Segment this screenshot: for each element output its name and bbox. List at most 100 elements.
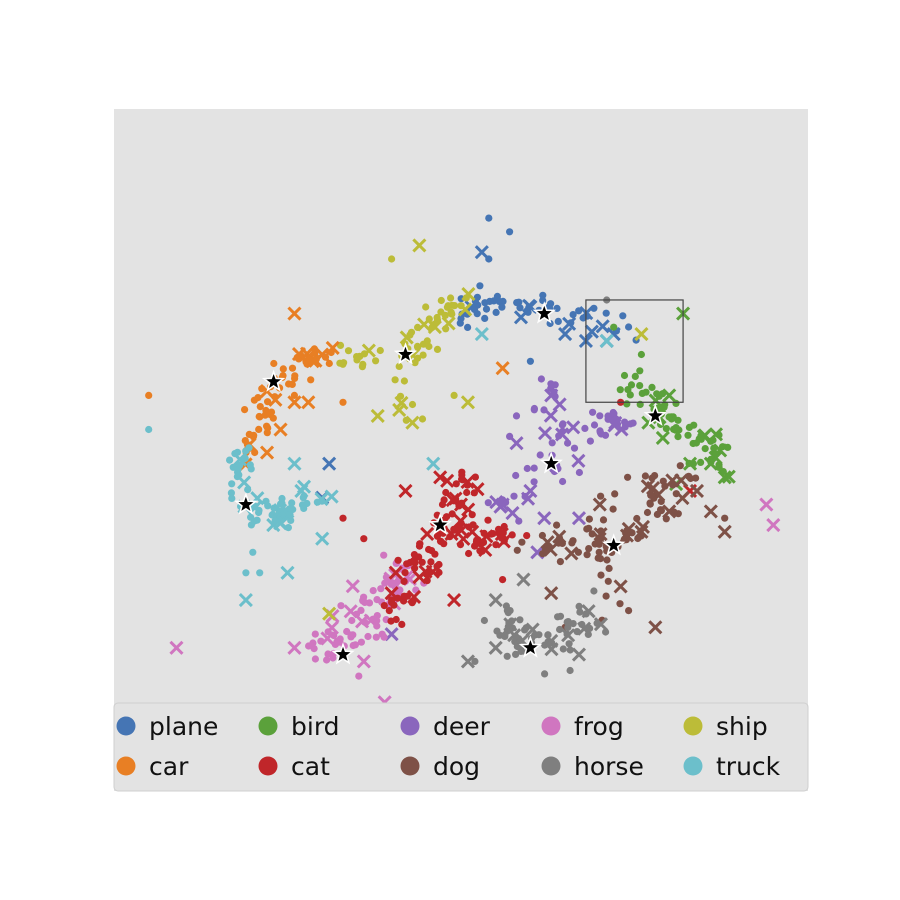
- ship-point: [358, 363, 366, 371]
- deer-point: [609, 408, 617, 417]
- bird-cross-point: [655, 430, 670, 445]
- car-point: [145, 391, 153, 399]
- bird-point: [636, 367, 644, 375]
- horse-cross-point: [488, 640, 503, 655]
- ship-cross-point: [460, 395, 476, 410]
- cat-centroid-star: [428, 512, 452, 535]
- car-legend-marker: [116, 756, 136, 776]
- ship-point: [376, 346, 384, 355]
- ship-cross-point: [412, 238, 427, 253]
- cat-point: [385, 607, 393, 615]
- deer-point: [536, 451, 544, 459]
- car-point: [310, 345, 318, 353]
- deer-point: [564, 439, 572, 447]
- truck-cross-point: [238, 592, 253, 608]
- bird-cross-point: [696, 429, 711, 444]
- frog-cross-point: [759, 497, 774, 512]
- dog-point: [648, 474, 656, 482]
- cat-point: [380, 602, 388, 610]
- cat-point: [435, 568, 443, 577]
- plane-point: [539, 291, 547, 299]
- horse-cross-point: [593, 617, 609, 632]
- cat-point: [487, 530, 495, 538]
- dog-point: [599, 516, 608, 524]
- cat-cross-point: [433, 470, 448, 485]
- legend-frame: [113, 702, 809, 792]
- plane-point: [495, 297, 503, 305]
- horse-point: [563, 630, 571, 638]
- cluster-centroids: [234, 301, 667, 665]
- cat-cross-point: [412, 569, 427, 585]
- dog-point: [625, 607, 633, 615]
- frog-legend-marker: [541, 716, 561, 736]
- horse-point: [511, 650, 520, 659]
- frog-point: [310, 645, 318, 653]
- plane-cross-point: [595, 319, 610, 334]
- cat-point: [470, 489, 478, 497]
- ship-legend-label: ship: [716, 712, 768, 741]
- deer-cross-point: [537, 511, 552, 526]
- truck-point: [242, 569, 250, 577]
- ship-cross-point: [634, 326, 649, 342]
- ship-point: [437, 296, 445, 305]
- bird-point: [701, 445, 709, 453]
- plane-point: [583, 312, 591, 320]
- dog-point: [624, 473, 632, 481]
- legend-item-car: car: [116, 752, 189, 781]
- truck-point: [235, 471, 243, 479]
- cat-point: [448, 510, 456, 518]
- truck-point: [246, 461, 254, 469]
- car-point: [241, 406, 249, 414]
- cat-point: [410, 551, 418, 559]
- deer-cross-point: [571, 453, 586, 468]
- truck-cross-point: [266, 518, 281, 533]
- ship-point: [400, 377, 408, 385]
- truck-point: [288, 499, 296, 507]
- car-point: [263, 429, 271, 437]
- truck-cross-point: [324, 489, 339, 504]
- truck-legend-label: truck: [716, 752, 781, 781]
- dog-point: [574, 548, 583, 556]
- deer-centroid-star: [539, 451, 563, 474]
- horse-point: [563, 618, 571, 626]
- dog-point: [583, 525, 591, 533]
- cat-point: [463, 488, 471, 497]
- deer-point: [530, 478, 538, 486]
- plane-point: [625, 323, 633, 331]
- frog-cross-point: [766, 517, 781, 533]
- frog-point: [377, 585, 385, 593]
- dog-point: [602, 592, 610, 600]
- dog-point: [657, 497, 665, 505]
- car-cross-point: [315, 347, 330, 362]
- car-point: [327, 348, 335, 357]
- bird-cross-point: [717, 470, 732, 485]
- frog-point: [349, 641, 357, 650]
- bird-point: [653, 390, 661, 398]
- plane-legend-marker: [116, 716, 136, 736]
- dog-cross-point: [675, 491, 690, 506]
- plane-point: [516, 304, 524, 312]
- frog-point: [357, 638, 365, 646]
- deer-point: [581, 424, 589, 432]
- truck-cross-point: [426, 456, 441, 471]
- truck-point: [287, 516, 295, 525]
- deer-point: [626, 420, 635, 428]
- dog-cross-point: [564, 546, 579, 561]
- scatter-points: [145, 214, 781, 734]
- cat-point: [403, 560, 411, 568]
- ship-cross-point: [361, 343, 376, 358]
- ship-point: [433, 316, 442, 324]
- ship-point: [443, 303, 451, 311]
- deer-cross-point: [509, 436, 524, 451]
- plane-point: [575, 307, 583, 315]
- plane-point: [476, 282, 484, 290]
- cat-point: [480, 529, 488, 538]
- cat-point: [408, 599, 416, 607]
- frog-point: [380, 551, 388, 559]
- car-cross-point: [291, 346, 307, 362]
- deer-point: [596, 427, 604, 435]
- cat-point: [440, 496, 448, 504]
- truck-point: [284, 524, 292, 532]
- bird-point: [710, 444, 718, 452]
- truck-point: [256, 569, 264, 577]
